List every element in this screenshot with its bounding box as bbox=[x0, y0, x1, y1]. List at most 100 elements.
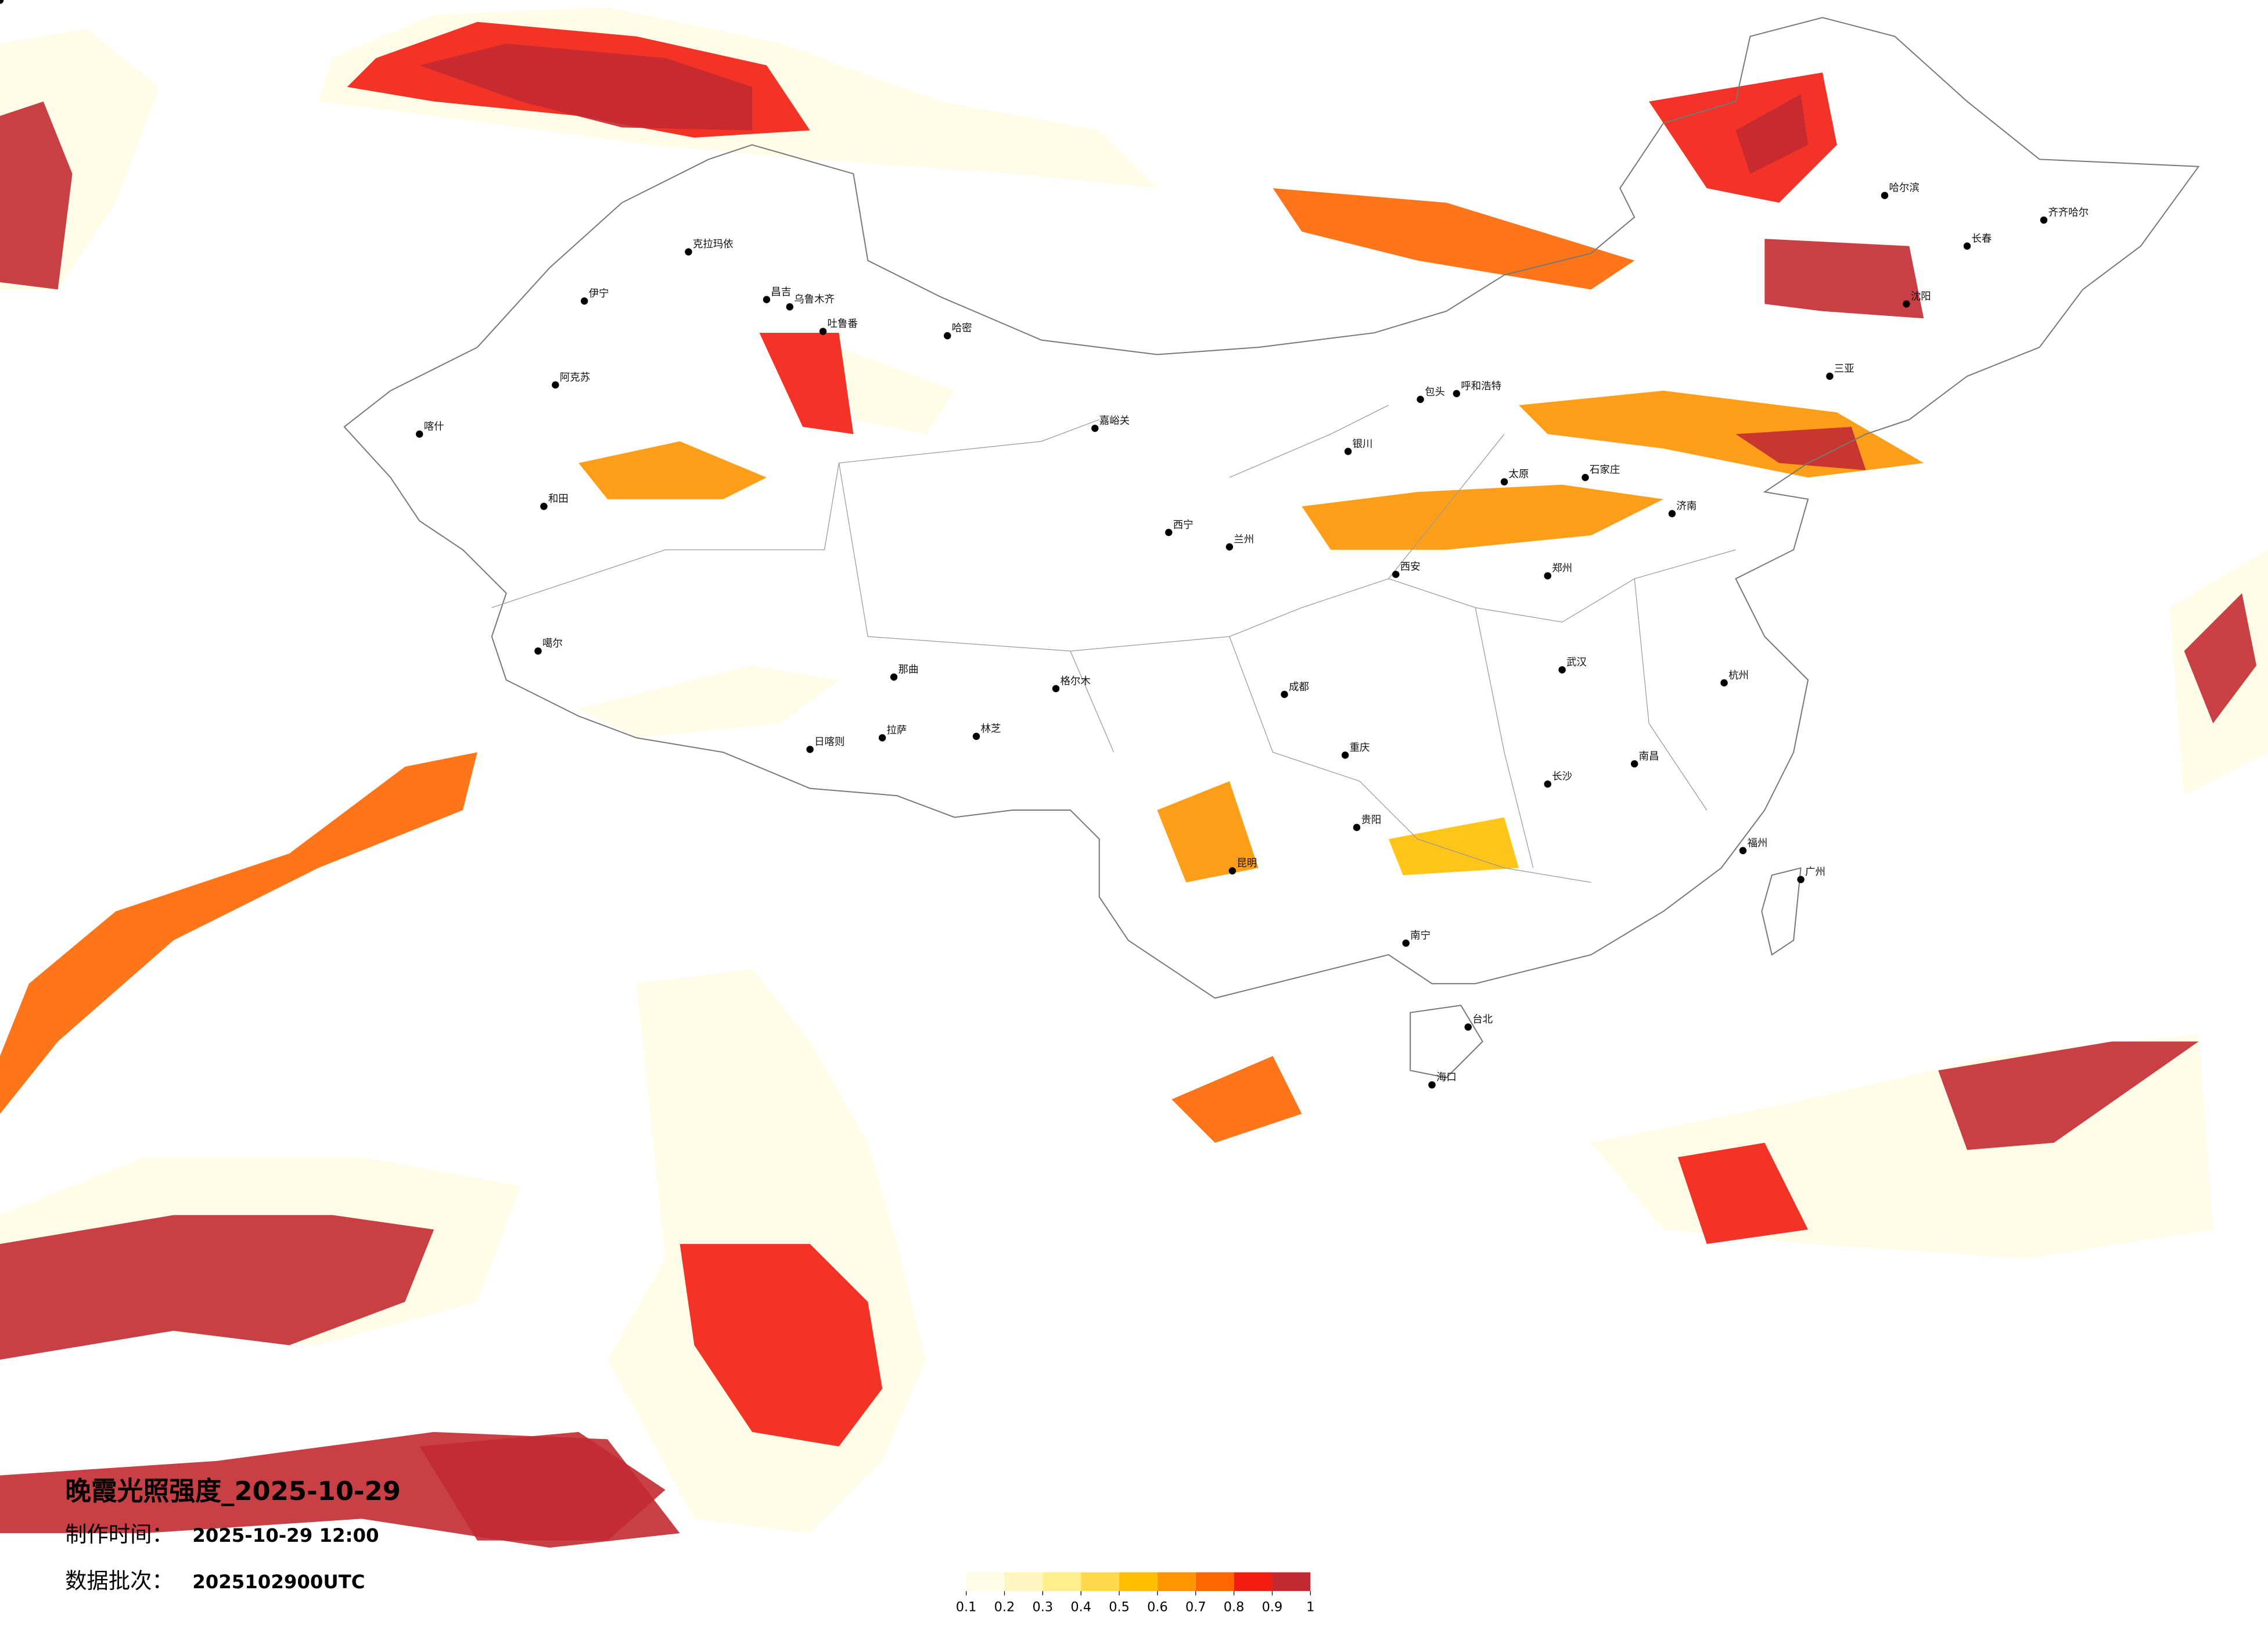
city-dot bbox=[1544, 780, 1551, 788]
city-dot bbox=[2040, 216, 2048, 224]
city-dot bbox=[786, 303, 794, 311]
city-label: 吐鲁番 bbox=[828, 318, 858, 330]
city-label: 喀什 bbox=[424, 421, 444, 433]
city-label: 长春 bbox=[1971, 233, 1992, 244]
city-dot bbox=[1464, 1023, 1472, 1031]
city-label: 成都 bbox=[1289, 681, 1309, 693]
heat-area bbox=[1171, 1056, 1302, 1143]
heat-area bbox=[680, 1244, 883, 1447]
heat-layer bbox=[0, 7, 2268, 1548]
city-dot bbox=[972, 732, 980, 740]
heat-area bbox=[1273, 188, 1635, 290]
colorbar-tick-label: 0.5 bbox=[1109, 1600, 1130, 1615]
city-dot bbox=[1353, 823, 1361, 832]
colorbar-tick-label: 0.3 bbox=[1033, 1600, 1054, 1615]
country-outline bbox=[343, 17, 2200, 1078]
heat-area bbox=[419, 1431, 666, 1541]
city-label: 三亚 bbox=[1834, 363, 1854, 375]
colorbar-tick-label: 0.9 bbox=[1262, 1600, 1283, 1615]
colorbar-tick-label: 0.6 bbox=[1147, 1600, 1168, 1615]
city-dot bbox=[1091, 425, 1099, 432]
city-dot bbox=[1417, 395, 1424, 403]
heat-area bbox=[0, 101, 73, 290]
city-label: 济南 bbox=[1676, 501, 1696, 512]
heat-area bbox=[1735, 94, 1809, 174]
heat-area bbox=[1735, 427, 1866, 470]
made-value: 2025-10-29 12:00 bbox=[192, 1524, 379, 1546]
city-label: 福州 bbox=[1747, 837, 1767, 849]
colorbar-swatch bbox=[1004, 1572, 1043, 1591]
city-label: 齐齐哈尔 bbox=[2048, 207, 2089, 218]
heat-area bbox=[1302, 484, 1663, 550]
city-label: 嘉峪关 bbox=[1099, 415, 1130, 427]
city-dot bbox=[1720, 679, 1728, 687]
city-label: 长沙 bbox=[1552, 771, 1572, 783]
city-dot bbox=[1052, 685, 1060, 693]
city-label: 广州 bbox=[1805, 866, 1825, 878]
city-label: 武汉 bbox=[1566, 657, 1587, 668]
colorbar-swatch bbox=[1234, 1572, 1273, 1591]
city-dot bbox=[1402, 939, 1410, 947]
city-label: 太原 bbox=[1509, 469, 1529, 480]
city-label: 克拉玛依 bbox=[693, 239, 734, 250]
city-label: 哈尔滨 bbox=[1889, 182, 1920, 194]
city-dot bbox=[415, 430, 423, 438]
city-label: 格尔木 bbox=[1060, 675, 1090, 687]
city-dot bbox=[1228, 867, 1237, 875]
city-dot bbox=[890, 673, 898, 681]
city-label: 呼和浩特 bbox=[1461, 380, 1501, 392]
city-dot bbox=[1739, 847, 1747, 854]
city-label: 贵阳 bbox=[1361, 814, 1381, 826]
city-dot bbox=[1453, 390, 1461, 398]
city-dot bbox=[1558, 666, 1566, 674]
city-dot bbox=[819, 328, 827, 335]
city-label: 杭州 bbox=[1728, 670, 1749, 681]
city-dot bbox=[1544, 572, 1551, 580]
colorbar-swatch bbox=[966, 1572, 1005, 1591]
city-dot bbox=[1341, 751, 1349, 759]
city-label: 台北 bbox=[1472, 1014, 1493, 1026]
heat-area bbox=[1677, 1142, 1809, 1244]
city-label: 噶尔 bbox=[542, 638, 563, 650]
colorbar-swatch bbox=[1081, 1572, 1120, 1591]
city-dot bbox=[1392, 570, 1400, 578]
heat-area bbox=[1157, 781, 1259, 883]
city-dot bbox=[1797, 876, 1805, 883]
colorbar-swatch bbox=[1157, 1572, 1196, 1591]
city-label: 昆明 bbox=[1237, 858, 1257, 869]
colorbar-tick-label: 0.7 bbox=[1185, 1600, 1206, 1615]
city-dot bbox=[552, 381, 559, 389]
city-label: 沈阳 bbox=[1911, 291, 1931, 303]
colorbar-tick-label: 1 bbox=[1306, 1600, 1314, 1615]
city-label: 日喀则 bbox=[814, 736, 844, 748]
city-label: 西安 bbox=[1400, 562, 1421, 573]
city-dot bbox=[1668, 510, 1676, 517]
heat-area bbox=[0, 1215, 434, 1360]
city-label: 郑州 bbox=[1552, 563, 1572, 574]
city-dot bbox=[1428, 1081, 1436, 1089]
city-label: 林芝 bbox=[981, 724, 1001, 735]
city-label: 银川 bbox=[1353, 438, 1373, 450]
colorbar-swatch bbox=[1043, 1572, 1081, 1591]
made-label: 制作时间： bbox=[65, 1521, 174, 1547]
heat-area bbox=[1764, 239, 1924, 319]
batch-value: 2025102900UTC bbox=[192, 1571, 365, 1593]
map-title: 晚霞光照强度_2025-10-29 bbox=[65, 1476, 401, 1506]
city-label: 昌吉 bbox=[771, 286, 791, 298]
city-dot bbox=[1500, 478, 1508, 485]
city-dot bbox=[1582, 473, 1589, 481]
city-dot bbox=[1903, 300, 1910, 308]
heat-area bbox=[578, 665, 839, 738]
city-dot bbox=[0, 0, 4, 4]
city-dot bbox=[763, 296, 771, 304]
city-label: 哈密 bbox=[952, 323, 972, 334]
province-borders bbox=[491, 405, 1736, 883]
colorbar-tick-label: 0.4 bbox=[1070, 1600, 1091, 1615]
city-label: 和田 bbox=[548, 494, 569, 505]
heat-area bbox=[839, 347, 955, 434]
city-dot bbox=[878, 734, 886, 742]
city-label: 石家庄 bbox=[1590, 465, 1620, 476]
city-label: 西宁 bbox=[1173, 519, 1194, 531]
